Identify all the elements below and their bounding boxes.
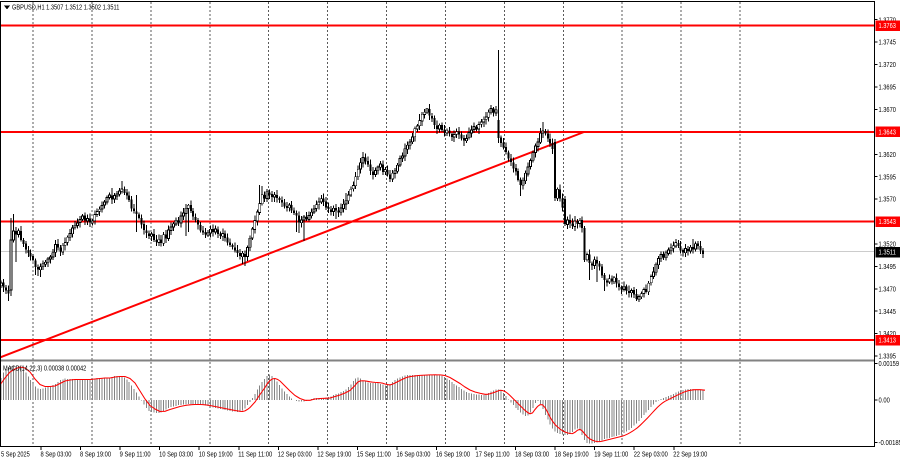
svg-text:1.3620: 1.3620 (879, 152, 896, 159)
svg-text:1.3420: 1.3420 (879, 331, 896, 338)
svg-text:1.3395: 1.3395 (879, 354, 896, 361)
svg-text:8 Sep 19:00: 8 Sep 19:00 (80, 452, 111, 459)
svg-text:1.3470: 1.3470 (879, 286, 896, 293)
svg-text:MACD(14,22,3) 0.00038 0.00042: MACD(14,22,3) 0.00038 0.00042 (3, 364, 86, 373)
svg-text:1.3495: 1.3495 (879, 264, 896, 271)
svg-text:1.3520: 1.3520 (879, 242, 896, 249)
svg-text:18 Sep 03:00: 18 Sep 03:00 (515, 452, 549, 459)
svg-text:16 Sep 03:00: 16 Sep 03:00 (396, 452, 430, 459)
svg-text:19 Sep 11:00: 19 Sep 11:00 (594, 452, 628, 459)
svg-text:GBPUSD,H1 1.3507 1.3512 1.350: GBPUSD,H1 1.3507 1.3512 1.3502 1.3511 (12, 3, 119, 12)
svg-text:11 Sep 11:00: 11 Sep 11:00 (238, 452, 272, 459)
svg-text:0.00159: 0.00159 (879, 361, 900, 368)
svg-text:1.3695: 1.3695 (879, 85, 896, 92)
svg-text:1.3720: 1.3720 (879, 62, 896, 69)
svg-text:18 Sep 19:00: 18 Sep 19:00 (555, 452, 589, 459)
svg-text:1.3595: 1.3595 (879, 174, 896, 181)
svg-text:1.3745: 1.3745 (879, 40, 896, 47)
svg-text:10 Sep 03:00: 10 Sep 03:00 (159, 452, 193, 459)
svg-text:10 Sep 19:00: 10 Sep 19:00 (199, 452, 233, 459)
svg-text:12 Sep 03:00: 12 Sep 03:00 (278, 452, 312, 459)
svg-text:8 Sep 03:00: 8 Sep 03:00 (41, 452, 72, 459)
svg-text:0.00: 0.00 (879, 398, 890, 405)
svg-text:5 Sep 2025: 5 Sep 2025 (1, 452, 30, 459)
svg-text:1.3511: 1.3511 (879, 250, 896, 257)
svg-text:12 Sep 19:00: 12 Sep 19:00 (317, 452, 351, 459)
svg-text:17 Sep 11:00: 17 Sep 11:00 (476, 452, 510, 459)
svg-text:16 Sep 19:00: 16 Sep 19:00 (436, 452, 470, 459)
svg-text:-0.00185: -0.00185 (879, 440, 900, 447)
svg-text:1.3763: 1.3763 (879, 23, 896, 30)
svg-text:1.3670: 1.3670 (879, 107, 896, 114)
svg-text:1.3570: 1.3570 (879, 197, 896, 204)
svg-text:1.3643: 1.3643 (879, 129, 896, 136)
svg-text:1.3543: 1.3543 (879, 219, 896, 226)
svg-text:1.3413: 1.3413 (879, 338, 896, 345)
svg-text:15 Sep 11:00: 15 Sep 11:00 (357, 452, 391, 459)
svg-text:9 Sep 11:00: 9 Sep 11:00 (120, 452, 151, 459)
svg-text:22 Sep 19:00: 22 Sep 19:00 (673, 452, 707, 459)
svg-text:1.3445: 1.3445 (879, 309, 896, 316)
svg-text:22 Sep 03:00: 22 Sep 03:00 (634, 452, 668, 459)
